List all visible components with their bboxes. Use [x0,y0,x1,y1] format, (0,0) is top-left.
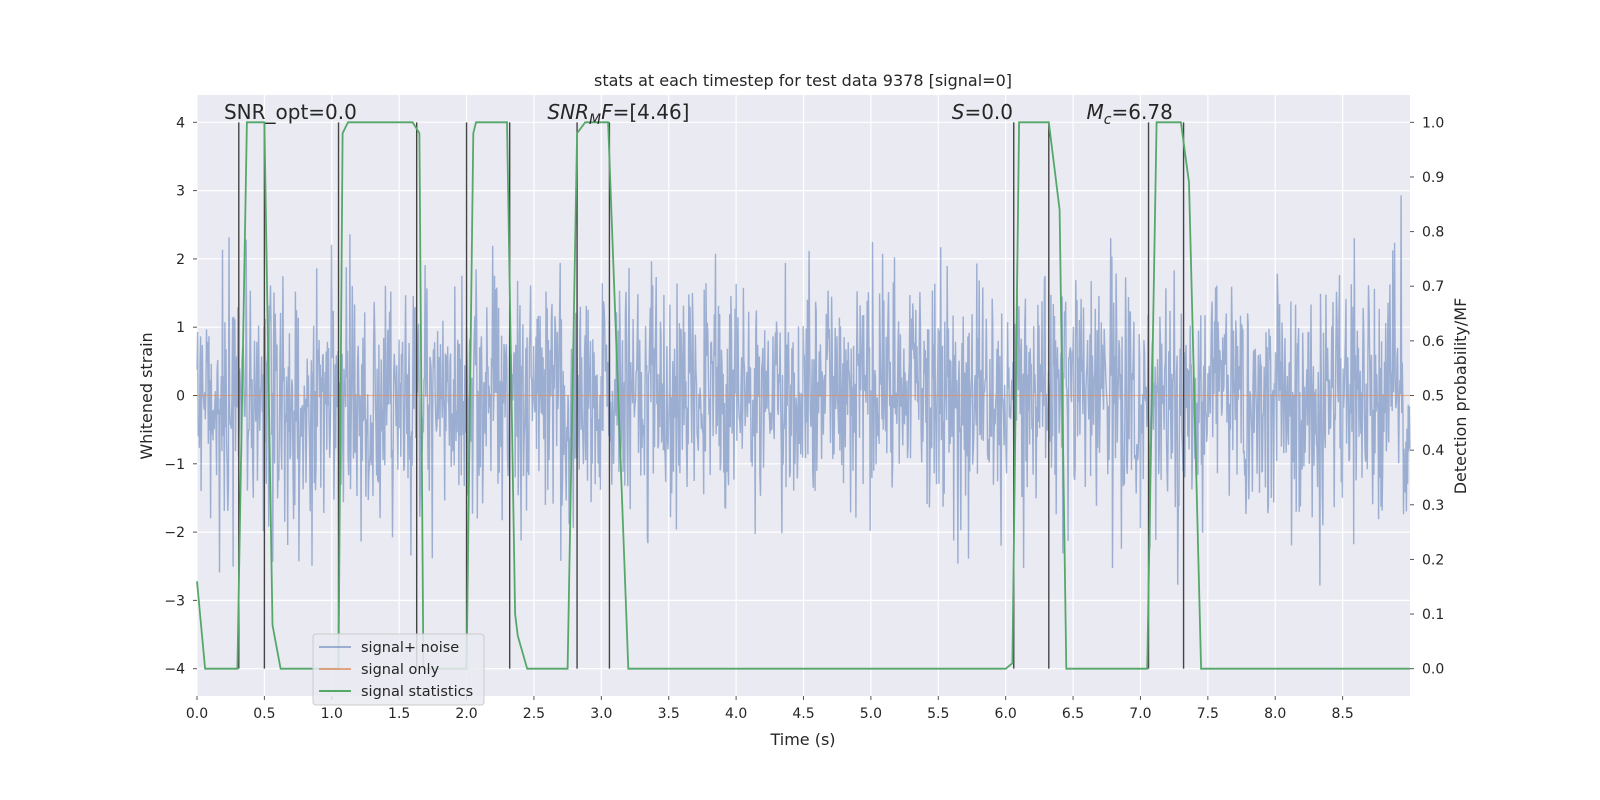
y-left-tick-label-1: 3 [176,184,185,200]
y-left-tick-label-0: 4 [176,115,185,131]
x-tick-label-3: 1.5 [388,706,410,722]
x-tick-label-14: 7.0 [1129,706,1151,722]
x-tick-label-0: 0.0 [186,706,208,722]
legend-box [312,633,485,706]
annotation-1: SNRMF=[4.46] [547,100,689,128]
y-right-tick-label-4: 0.6 [1422,334,1444,350]
series-signal-plus-noise [196,195,1411,586]
annotation-0: SNR_opt=0.0 [224,100,357,124]
annotation-3: Mc=6.78 [1087,100,1173,128]
y-left-tick-label-3: 1 [176,320,185,336]
x-tick-label-9: 4.5 [792,706,814,722]
legend-label-signal-statistics: signal statistics [361,684,473,700]
annotations: SNR_opt=0.0 SNRMF=[4.46] S=0.0 Mc=6.78 [224,100,1173,128]
y-left-tick-label-5: −1 [164,457,185,473]
x-tick-label-13: 6.5 [1062,706,1084,722]
x-tick-label-17: 8.5 [1331,706,1353,722]
x-tick-label-4: 2.0 [455,706,477,722]
legend-label-signal-plus-noise: signal+ noise [361,640,459,656]
y-right-tick-label-9: 0.1 [1422,607,1444,623]
x-tick-label-16: 8.0 [1264,706,1286,722]
x-tick-label-15: 7.5 [1197,706,1219,722]
y-left-axis-ticks: 4 3 2 1 0 −1 −2 −3 −4 [164,115,197,678]
legend: signal+ noise signal only signal statist… [312,633,485,706]
y-left-tick-label-4: 0 [176,389,185,405]
y-left-tick-label-8: −4 [164,662,185,678]
y-left-tick-label-6: −2 [164,525,185,541]
y-left-tick-label-7: −3 [164,593,185,609]
chart-title: stats at each timestep for test data 937… [594,71,1012,90]
x-axis-ticks: 0.0 0.5 1.0 1.5 2.0 2.5 3.0 3.5 4.0 4.5 5.0 5.5 6.0 6… [186,696,1354,722]
y-right-tick-label-5: 0.5 [1422,389,1444,405]
x-tick-label-8: 4.0 [725,706,747,722]
x-tick-label-10: 5.0 [860,706,882,722]
y-right-tick-label-10: 0.0 [1422,662,1444,678]
annotation-2: S=0.0 [952,100,1013,124]
y-right-tick-label-1: 0.9 [1422,170,1444,186]
y-right-tick-label-2: 0.8 [1422,225,1444,241]
y-left-tick-label-2: 2 [176,252,185,268]
y-right-axis-label: Detection probability/MF [1451,298,1470,495]
noise-trace [196,195,1411,586]
x-tick-label-1: 0.5 [253,706,275,722]
y-right-axis-ticks: 1.0 0.9 0.8 0.7 0.6 0.5 0.4 0.3 0.2 0.1 0.0 [1410,115,1444,678]
y-right-tick-label-6: 0.4 [1422,443,1444,459]
y-left-axis-label: Whitened strain [137,332,156,459]
x-tick-label-5: 2.5 [523,706,545,722]
y-right-tick-label-0: 1.0 [1422,115,1444,131]
x-tick-label-11: 5.5 [927,706,949,722]
x-tick-label-7: 3.5 [658,706,680,722]
legend-label-signal-only: signal only [361,662,440,678]
y-right-tick-label-8: 0.2 [1422,552,1444,568]
x-tick-label-2: 1.0 [321,706,343,722]
y-right-tick-label-3: 0.7 [1422,279,1444,295]
x-axis-label: Time (s) [769,730,835,749]
x-tick-label-6: 3.0 [590,706,612,722]
x-tick-label-12: 6.0 [995,706,1017,722]
y-right-tick-label-7: 0.3 [1422,498,1444,514]
